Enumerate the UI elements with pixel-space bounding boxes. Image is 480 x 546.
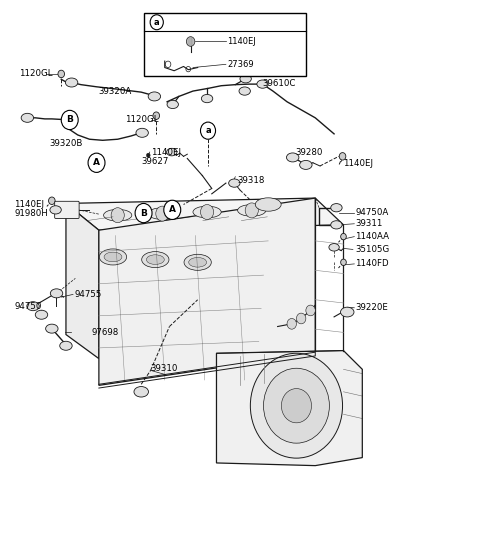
Ellipse shape (340, 307, 354, 317)
Text: 27369: 27369 (228, 60, 254, 69)
Text: a: a (205, 126, 211, 135)
Ellipse shape (148, 207, 177, 219)
Circle shape (146, 153, 150, 157)
Ellipse shape (104, 209, 132, 221)
Text: 1140EJ: 1140EJ (344, 159, 373, 168)
Text: 39311: 39311 (355, 219, 383, 228)
Text: 39310: 39310 (151, 364, 178, 373)
Text: B: B (140, 209, 147, 217)
Ellipse shape (184, 254, 211, 270)
Text: 1140EJ: 1140EJ (228, 37, 256, 46)
Ellipse shape (65, 78, 78, 87)
Ellipse shape (255, 198, 281, 211)
Circle shape (135, 204, 152, 223)
Circle shape (287, 318, 297, 329)
Circle shape (48, 197, 55, 205)
Text: 97698: 97698 (92, 329, 119, 337)
Text: A: A (169, 205, 176, 215)
Bar (144, 14, 306, 76)
Text: 39318: 39318 (238, 176, 265, 186)
Ellipse shape (257, 80, 268, 88)
Circle shape (111, 207, 124, 223)
Ellipse shape (167, 100, 179, 109)
Text: 1120GL: 1120GL (125, 115, 158, 124)
Text: 39280: 39280 (296, 147, 323, 157)
Ellipse shape (238, 205, 266, 216)
Circle shape (281, 389, 312, 423)
Circle shape (58, 70, 64, 78)
Circle shape (341, 259, 346, 265)
Ellipse shape (193, 206, 221, 218)
Ellipse shape (21, 114, 34, 122)
Text: 39610C: 39610C (263, 79, 296, 87)
FancyBboxPatch shape (55, 201, 79, 218)
Ellipse shape (189, 258, 206, 267)
Text: 94750A: 94750A (355, 208, 388, 217)
Polygon shape (216, 351, 362, 466)
Text: 1120GL: 1120GL (19, 69, 52, 79)
Circle shape (297, 313, 306, 324)
Circle shape (153, 112, 159, 120)
Ellipse shape (142, 252, 169, 268)
Circle shape (156, 206, 169, 221)
Circle shape (339, 153, 346, 160)
Ellipse shape (331, 204, 342, 212)
Text: 1140AA: 1140AA (355, 232, 389, 241)
Polygon shape (66, 204, 99, 359)
Ellipse shape (27, 302, 39, 311)
Text: 39627: 39627 (141, 157, 168, 166)
Text: 91980H: 91980H (14, 209, 48, 217)
Text: A: A (93, 158, 100, 167)
Ellipse shape (104, 252, 122, 262)
Ellipse shape (202, 94, 213, 103)
Ellipse shape (167, 149, 177, 156)
Text: 1140FD: 1140FD (355, 259, 389, 269)
Polygon shape (66, 198, 344, 230)
Ellipse shape (331, 221, 342, 229)
Circle shape (164, 200, 181, 219)
Text: 39320A: 39320A (99, 87, 132, 96)
Circle shape (201, 122, 216, 139)
Ellipse shape (50, 289, 63, 298)
Circle shape (150, 15, 163, 29)
Circle shape (341, 233, 346, 240)
Text: B: B (66, 115, 73, 124)
Ellipse shape (60, 341, 72, 351)
Ellipse shape (134, 387, 148, 397)
Text: 1140EJ: 1140EJ (14, 200, 44, 209)
Ellipse shape (300, 161, 312, 169)
Text: 39320B: 39320B (49, 139, 83, 148)
Circle shape (306, 305, 315, 316)
Text: 35105G: 35105G (355, 245, 389, 254)
Ellipse shape (99, 249, 127, 265)
Ellipse shape (287, 153, 299, 162)
Text: 39220E: 39220E (355, 303, 388, 312)
Circle shape (201, 205, 214, 219)
Ellipse shape (228, 179, 240, 187)
Circle shape (186, 37, 195, 46)
Circle shape (61, 110, 78, 129)
Circle shape (264, 368, 329, 443)
Text: 94750: 94750 (14, 302, 42, 311)
Circle shape (88, 153, 105, 173)
Ellipse shape (329, 244, 339, 251)
Text: a: a (154, 18, 159, 27)
Ellipse shape (36, 310, 48, 319)
Circle shape (251, 353, 343, 458)
Ellipse shape (50, 206, 61, 214)
Ellipse shape (148, 92, 161, 101)
Polygon shape (99, 198, 315, 385)
Ellipse shape (46, 324, 58, 333)
Text: 1140EJ: 1140EJ (151, 147, 180, 157)
Ellipse shape (136, 128, 148, 137)
Circle shape (245, 203, 258, 218)
Ellipse shape (146, 255, 164, 264)
Ellipse shape (239, 87, 251, 95)
Ellipse shape (240, 75, 252, 83)
Text: 94755: 94755 (74, 290, 102, 299)
